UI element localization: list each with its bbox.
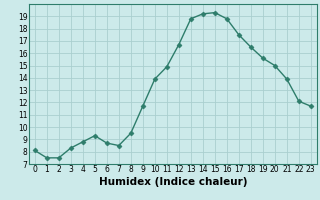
- X-axis label: Humidex (Indice chaleur): Humidex (Indice chaleur): [99, 177, 247, 187]
